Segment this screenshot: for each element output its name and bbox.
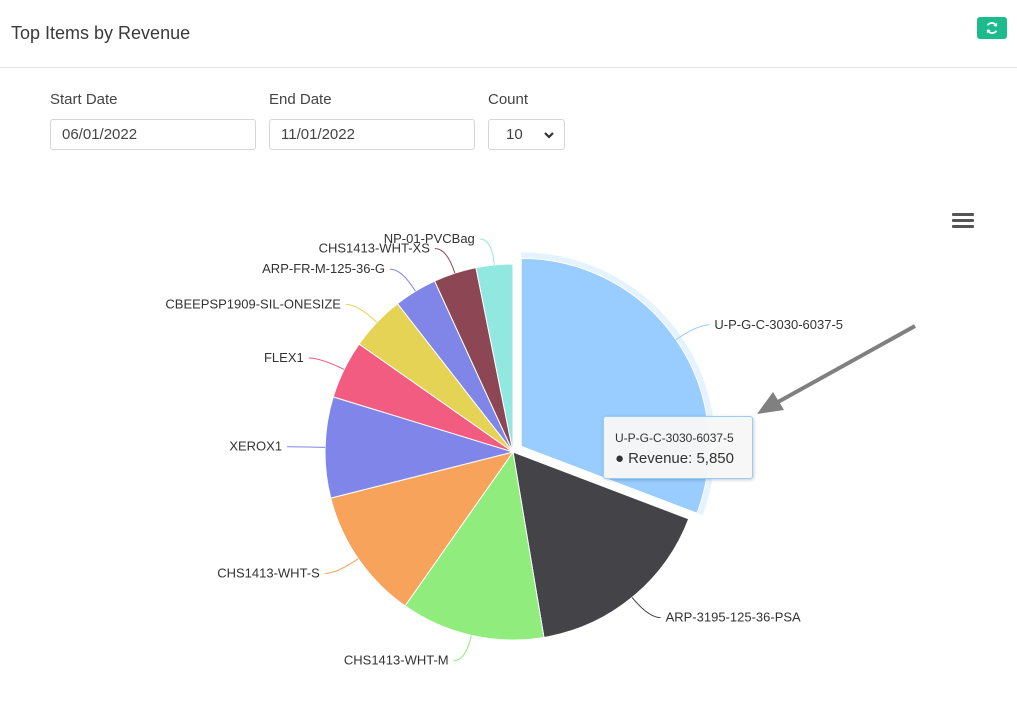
start-date-label: Start Date — [50, 91, 118, 108]
end-date-label: End Date — [269, 91, 332, 108]
pie-connector — [631, 597, 661, 619]
chevron-down-icon — [544, 132, 554, 139]
panel-title: Top Items by Revenue — [11, 23, 191, 43]
pie-label: XEROX1 — [229, 439, 282, 454]
pie-connector — [453, 635, 472, 662]
pie-connector — [479, 238, 495, 265]
pie-slice-chs1413-wht-m[interactable] — [404, 450, 545, 641]
count-label: Count — [488, 91, 529, 108]
annotation-arrow — [757, 324, 916, 414]
pie-label: U-P-G-C-3030-6037-5 — [714, 317, 843, 332]
pie-label: ARP-FR-M-125-36-G — [262, 261, 385, 276]
pie-slice-chs1413-wht-s[interactable] — [330, 451, 515, 607]
pie-connector — [324, 558, 359, 574]
tooltip-amount: 5,850 — [696, 450, 734, 467]
pie-connector — [675, 324, 710, 341]
pie-slice-np-01-pvcbag[interactable] — [475, 263, 514, 453]
refresh-button[interactable] — [977, 17, 1007, 39]
pie-label: CHS1413-WHT-S — [217, 565, 320, 580]
pie-connector — [345, 303, 378, 323]
pie-label: CHS1413-WHT-M — [344, 653, 449, 668]
count-select[interactable]: 10 — [488, 119, 565, 150]
hamburger-menu-icon[interactable] — [952, 213, 974, 231]
tooltip-item-name: U-P-G-C-3030-6037-5 — [615, 431, 734, 445]
pie-slice-xerox1[interactable] — [324, 396, 515, 499]
pie-connector — [434, 247, 456, 274]
pie-connector — [389, 268, 416, 292]
panel-header: Top Items by Revenue — [0, 0, 1017, 68]
tooltip-series: Revenue — [628, 450, 689, 467]
pie-slice-arp-3195-125-36-psa[interactable] — [512, 451, 690, 639]
pie-connector — [287, 446, 326, 448]
pie-label: ARP-3195-125-36-PSA — [666, 610, 801, 625]
end-date-input[interactable]: 11/01/2022 — [269, 119, 475, 150]
refresh-icon — [986, 22, 998, 34]
count-value: 10 — [506, 126, 523, 143]
tooltip-value: ● Revenue: 5,850 — [615, 450, 734, 467]
pie-label: CHS1413-WHT-XS — [319, 240, 431, 255]
chart-tooltip: U-P-G-C-3030-6037-5 ● Revenue: 5,850 — [603, 416, 753, 479]
pie-label: NP-01-PVCBag — [384, 231, 475, 246]
pie-label: CBEEPSP1909-SIL-ONESIZE — [165, 296, 341, 311]
start-date-input[interactable]: 06/01/2022 — [50, 119, 256, 150]
pie-connector — [308, 357, 345, 370]
pie-label: FLEX1 — [264, 350, 304, 365]
